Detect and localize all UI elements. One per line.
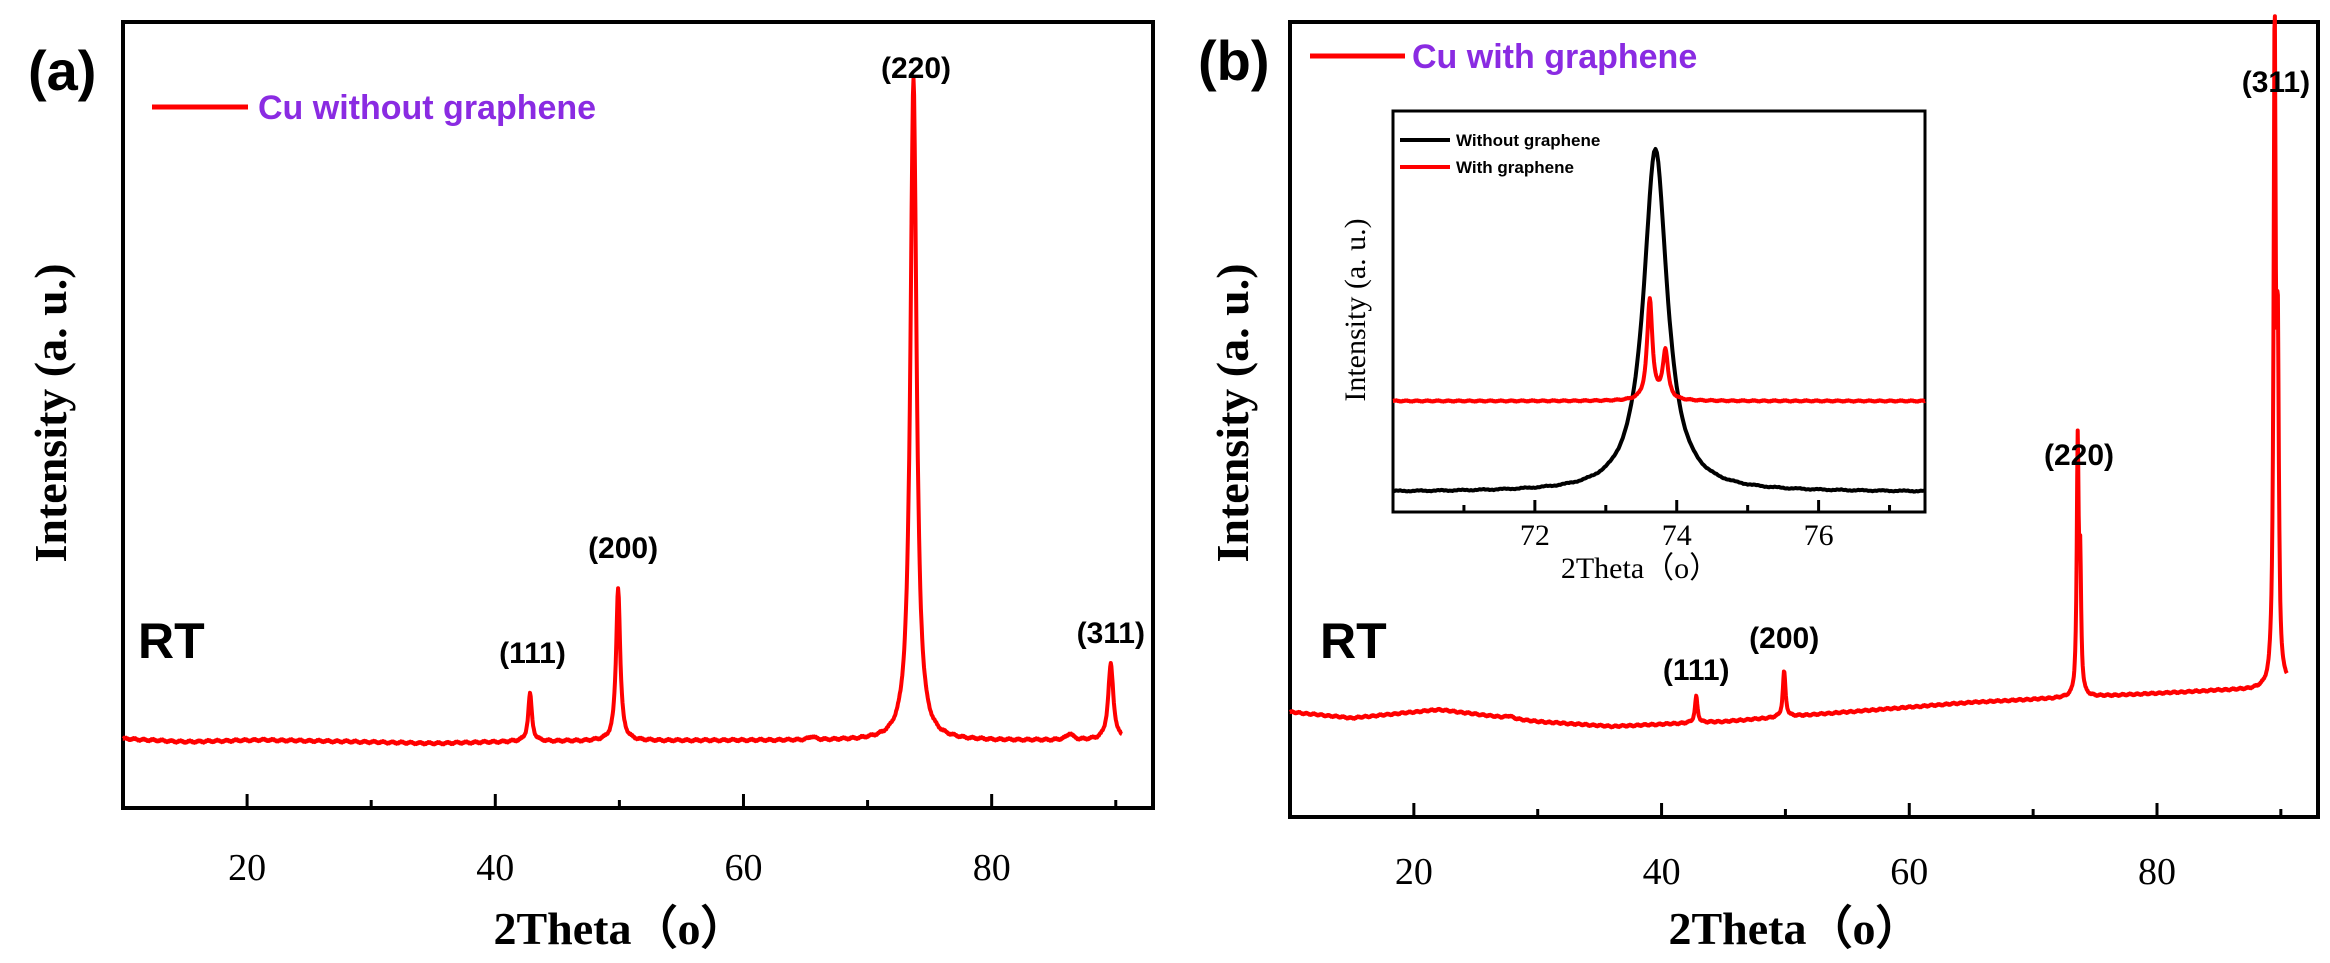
panel-b-inset: Without graphene With graphene 72 74 76 …: [1339, 109, 1927, 585]
peak-label-220: (220): [881, 52, 951, 85]
inset-x-tick-label-74: 74: [1662, 519, 1692, 552]
inset-y-axis-title: Intensity (a. u.): [1339, 218, 1372, 401]
inset-x-tick-labels: 72 74 76: [1520, 519, 1834, 552]
inset-x-ticks: [1462, 500, 1892, 512]
panel-b-x-tick-labels: 20 40 60 80: [1395, 851, 2176, 893]
panel-a-peak-annotations: (111) (200) (220) (311): [499, 52, 1145, 670]
panel-a-series-cu-without-graphene: [121, 76, 1124, 747]
peak-label-200: (200): [588, 532, 658, 565]
peak-label-220: (220): [2044, 439, 2114, 472]
x-tick-label-20: 20: [1395, 851, 1433, 893]
inset-series-with-graphene: [1391, 296, 1927, 404]
panel-a-y-axis-title: Intensity (a. u.): [25, 263, 76, 562]
peak-label-200: (200): [1749, 622, 1819, 655]
peak-label-111: (111): [499, 637, 566, 670]
panel-b: (b) Cu with graphene RT (111) (200) (220…: [1198, 14, 2320, 954]
x-tick-label-80: 80: [973, 847, 1011, 889]
inset-x-axis-title: 2Theta（o）: [1561, 552, 1719, 585]
peak-label-311: (311): [2242, 66, 2310, 99]
panel-b-x-ticks: [1412, 803, 2283, 817]
inset-x-tick-label-76: 76: [1804, 519, 1834, 552]
panel-a-x-tick-labels: 20 40 60 80: [228, 847, 1011, 889]
panel-a-legend-label: Cu without graphene: [258, 89, 596, 127]
inset-legend-label-without: Without graphene: [1456, 131, 1600, 150]
panel-b-y-axis-title: Intensity (a. u.): [1207, 263, 1258, 562]
panel-b-legend: Cu with graphene: [1310, 38, 1697, 76]
panel-a-legend: Cu without graphene: [152, 89, 596, 127]
x-tick-label-40: 40: [476, 847, 514, 889]
panel-b-frame: [1288, 20, 2320, 819]
inset-legend-label-with: With graphene: [1456, 158, 1574, 177]
inset-legend: Without graphene With graphene: [1400, 131, 1600, 177]
panel-b-series-cu-with-graphene: [1288, 14, 2289, 730]
peak-label-311: (311): [1077, 617, 1145, 650]
panel-a-x-ticks: [245, 794, 1118, 808]
panel-a-condition-label: RT: [138, 613, 205, 669]
panel-a-x-axis-title: 2Theta（o）: [494, 903, 747, 954]
panel-b-condition-label: RT: [1320, 613, 1387, 669]
panel-b-legend-label: Cu with graphene: [1412, 38, 1697, 76]
inset-series-without-graphene: [1392, 147, 1926, 494]
x-tick-label-60: 60: [725, 847, 763, 889]
panel-b-peak-annotations: (111) (200) (220) (311): [1663, 66, 2310, 687]
panel-b-label: (b): [1198, 29, 1270, 92]
panel-a-frame: [121, 20, 1155, 810]
x-tick-label-20: 20: [228, 847, 266, 889]
x-tick-label-60: 60: [1890, 851, 1928, 893]
panel-b-x-axis-title: 2Theta（o）: [1669, 903, 1922, 954]
panel-a-label: (a): [28, 39, 96, 102]
panel-a: (a) Cu without graphene RT (111) (200) (…: [25, 20, 1155, 954]
x-tick-label-40: 40: [1643, 851, 1681, 893]
inset-x-tick-label-72: 72: [1520, 519, 1550, 552]
x-tick-label-80: 80: [2138, 851, 2176, 893]
peak-label-111: (111): [1663, 654, 1730, 687]
